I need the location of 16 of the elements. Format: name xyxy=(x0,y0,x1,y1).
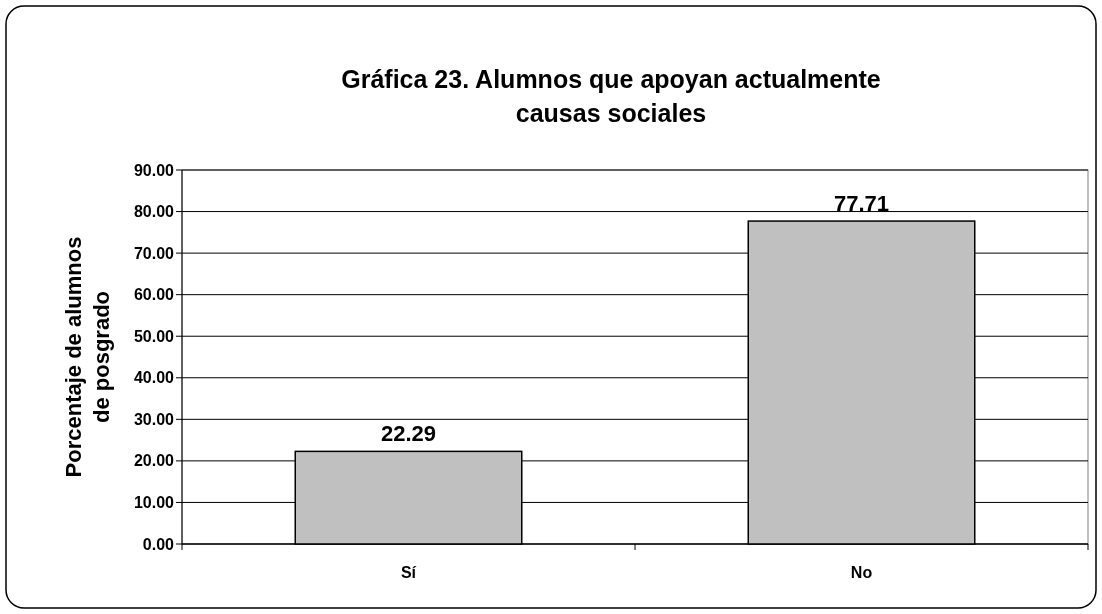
y-tick-label: 60.00 xyxy=(133,286,175,304)
data-label: 22.29 xyxy=(380,421,437,447)
data-label: 77.71 xyxy=(833,191,890,217)
y-tick-label: 80.00 xyxy=(133,203,175,221)
y-tick-label: 20.00 xyxy=(133,452,175,470)
y-axis-title: Porcentaje de alumnos de posgrado xyxy=(61,236,114,478)
y-tick-label: 70.00 xyxy=(133,244,175,262)
x-tick-label: Sí xyxy=(400,564,417,581)
chart-title: Gráfica 23. Alumnos que apoyan actualmente causas sociales xyxy=(341,65,881,127)
y-tick-label: 0.00 xyxy=(142,535,175,553)
y-tick-label: 50.00 xyxy=(133,327,175,345)
y-tick-label: 40.00 xyxy=(133,369,175,387)
y-tick-label: 10.00 xyxy=(133,494,175,512)
x-tick-label: No xyxy=(850,564,873,581)
y-tick-label: 90.00 xyxy=(133,161,175,179)
y-tick-label: 30.00 xyxy=(133,410,175,428)
